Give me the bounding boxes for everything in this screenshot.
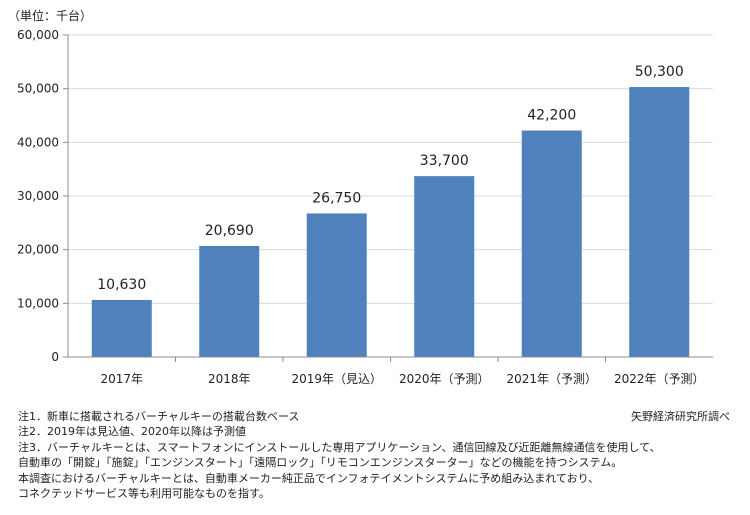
- note-3-line-3: 本調査におけるバーチャルキーとは、自動車メーカー純正品でインフォテイメントシステ…: [18, 471, 600, 485]
- footnotes: 注1．新車に搭載されるバーチャルキーの搭載台数ベース 注2．2019年は見込値、…: [18, 409, 661, 501]
- bar-chart: （単位：千台） 0 10,000 20,000 30,000 40,000 50,000 6…: [8, 8, 713, 386]
- x-tick-label: 2022年（予測）: [614, 372, 705, 386]
- data-label: 42,200: [527, 108, 576, 124]
- note-3-line-2: 自動車の「開錠」「施錠」「エンジンスタート」「遠隔ロック」「リモコンエンジンスタ…: [18, 456, 623, 470]
- y-tick-label: 60,000: [17, 28, 59, 42]
- data-label: 10,630: [97, 277, 146, 293]
- data-label: 20,690: [205, 223, 254, 239]
- data-labels: 10,630 20,690 26,750 33,700 42,200 50,300: [97, 64, 684, 293]
- bar: [306, 213, 367, 357]
- y-tick-label: 10,000: [17, 296, 59, 310]
- bar: [521, 130, 582, 357]
- data-label: 50,300: [635, 64, 684, 80]
- bar: [414, 176, 475, 357]
- y-tick-label: 20,000: [17, 243, 59, 257]
- bar: [199, 245, 260, 357]
- unit-label: （単位：千台）: [8, 8, 92, 23]
- note-1: 注1．新車に搭載されるバーチャルキーの搭載台数ベース: [18, 410, 300, 423]
- y-tick-label: 0: [51, 350, 59, 364]
- y-tick-label: 50,000: [17, 82, 59, 96]
- y-axis-ticks: 0 10,000 20,000 30,000 40,000 50,000 60,000: [17, 28, 69, 364]
- y-tick-label: 40,000: [17, 135, 59, 149]
- note-2: 注2．2019年は見込値、2020年以降は予測値: [18, 425, 246, 439]
- x-tick-label: 2019年（見込）: [291, 372, 382, 386]
- y-tick-label: 30,000: [17, 189, 59, 203]
- x-tick-label: 2017年: [100, 372, 143, 386]
- x-axis-ticks: 2017年 2018年 2019年（見込） 2020年（予測） 2021年（予測） 202…: [100, 357, 705, 386]
- x-tick-label: 2020年（予測）: [399, 372, 490, 386]
- bar: [91, 299, 152, 357]
- bars: [91, 87, 690, 357]
- note-3-line-4: コネクテッドサービス等も利用可能なものを指す。: [18, 487, 270, 501]
- gridlines: [68, 34, 713, 304]
- x-tick-label: 2018年: [208, 372, 251, 386]
- note-3: 注3．バーチャルキーとは、スマートフォンにインストールした専用アプリケーション、…: [18, 440, 661, 454]
- bar: [629, 87, 690, 357]
- data-label: 26,750: [312, 190, 361, 206]
- data-label: 33,700: [420, 153, 469, 169]
- x-tick-label: 2021年（予測）: [506, 372, 597, 386]
- source-credit: 矢野経済研究所調べ: [631, 410, 730, 423]
